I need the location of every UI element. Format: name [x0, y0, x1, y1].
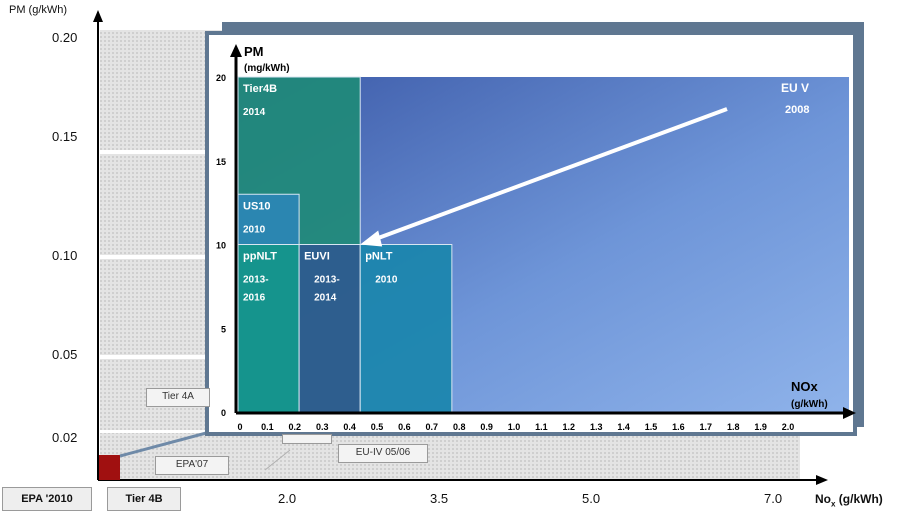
region-ppnlt [237, 244, 300, 413]
inset-x-tick: 1.8 [727, 422, 740, 432]
outer-y-tick: 0.15 [52, 129, 78, 144]
epa-2010-tier4b-region [99, 455, 120, 480]
zoom-connector-line [264, 449, 291, 471]
tier-4b-label: Tier 4B [107, 487, 181, 511]
inset-x-tick: 0 [237, 422, 242, 432]
inset-x-tick: 0.2 [289, 422, 302, 432]
inset-y-tick: 20 [216, 73, 226, 83]
outer-y-tick: 0.02 [52, 430, 78, 445]
inset-x-tick: 1.4 [617, 422, 630, 432]
region-year-us10: 2010 [243, 224, 266, 235]
outer-x-axis-label-unit: (g/kWh) [835, 492, 883, 506]
outer-x-tick: 3.5 [430, 491, 449, 506]
inset-y-tick: 10 [216, 241, 226, 251]
inset-x-tick: 1.5 [645, 422, 658, 432]
inset-x-tick: 1.1 [535, 422, 548, 432]
inset-x-tick: 1.9 [754, 422, 767, 432]
inset-x-axis-arrow [843, 407, 856, 419]
region-year-ppnlt: 2013- [243, 275, 269, 286]
outer-x-axis-label: Nox (g/kWh) [815, 492, 883, 508]
eu-iv-label: EU-IV 05/06 [338, 444, 428, 463]
inset-y-axis-label-main: PM [244, 44, 264, 59]
outer-y-tick: 0.05 [52, 347, 78, 362]
outer-y-tick: 0.20 [52, 30, 78, 45]
zoom-connector-line [119, 430, 211, 458]
inset-x-tick: 0.7 [426, 422, 439, 432]
inset-y-axis-label-unit: (mg/kWh) [244, 63, 290, 74]
region-euvi [298, 244, 361, 413]
inset-x-tick: 0.4 [343, 422, 356, 432]
eu-v-year: 2008 [785, 104, 809, 116]
region-year-tier4b: 2014 [243, 107, 266, 118]
inset-x-tick: 0.9 [480, 422, 493, 432]
inset-y-tick: 5 [221, 324, 226, 334]
outer-y-axis-label: PM (g/kWh) [9, 4, 68, 16]
region-label-us10: US10 [243, 200, 271, 212]
region-year-euvi: 2013- [314, 275, 340, 286]
outer-x-tick: 7.0 [764, 491, 783, 506]
region-label-ppnlt: ppNLT [243, 251, 277, 263]
eu-v-arrow-head [360, 230, 383, 247]
outer-x-tick: 2.0 [278, 491, 297, 506]
inset-x-tick: 0.8 [453, 422, 466, 432]
inset-y-tick: 0 [221, 408, 226, 418]
inset-x-tick: 0.3 [316, 422, 329, 432]
inset-x-tick: 0.1 [261, 422, 274, 432]
outer-y-axis-arrow [93, 10, 103, 22]
inset-y-tick: 15 [216, 157, 226, 167]
inset-x-tick: 0.5 [371, 422, 384, 432]
inset-x-tick: 0.6 [398, 422, 411, 432]
inset-x-tick: 1.6 [672, 422, 685, 432]
region-year-euvi: 2014 [314, 293, 337, 304]
region-label-tier4b: Tier4B [243, 83, 277, 95]
inset-x-tick: 2.0 [782, 422, 795, 432]
region-label-pnlt: pNLT [365, 251, 393, 263]
region-pnlt [359, 244, 453, 413]
inset-x-tick: 1.2 [563, 422, 576, 432]
region-year-ppnlt: 2016 [243, 293, 266, 304]
eu-v-arrow-line [373, 107, 728, 242]
epa-07-label: EPA'07 [155, 456, 229, 475]
outer-x-axis-label-main: No [815, 492, 831, 506]
inset-axes: 0 5 10 15 20 0 0.1 0.2 0.3 0.4 0.5 0.6 0.7 0.8 0.9 1.0 1… [216, 44, 856, 432]
inset-x-axis-label-unit: (g/kWh) [791, 399, 828, 410]
inset-x-axis-label-main: NOx [791, 379, 819, 394]
small-hidden-box [282, 434, 332, 444]
region-label-euvi: EUVI [304, 251, 330, 263]
outer-y-tick: 0.10 [52, 248, 78, 263]
epa-2010-label: EPA '2010 [2, 487, 92, 511]
eu-v-annotation: EU V 2008 [360, 81, 809, 247]
inset-y-axis-arrow [230, 44, 242, 57]
eu-v-label: EU V [781, 81, 809, 95]
inset-x-tick: 1.3 [590, 422, 603, 432]
inset-x-tick: 1.7 [700, 422, 713, 432]
outer-x-axis-label-subscript: x [831, 499, 836, 509]
outer-x-tick: 5.0 [582, 491, 601, 506]
outer-x-axis-arrow [816, 475, 828, 485]
tier-4a-label: Tier 4A [146, 388, 210, 407]
region-year-pnlt: 2010 [375, 275, 398, 286]
inset-x-tick: 1.0 [508, 422, 521, 432]
